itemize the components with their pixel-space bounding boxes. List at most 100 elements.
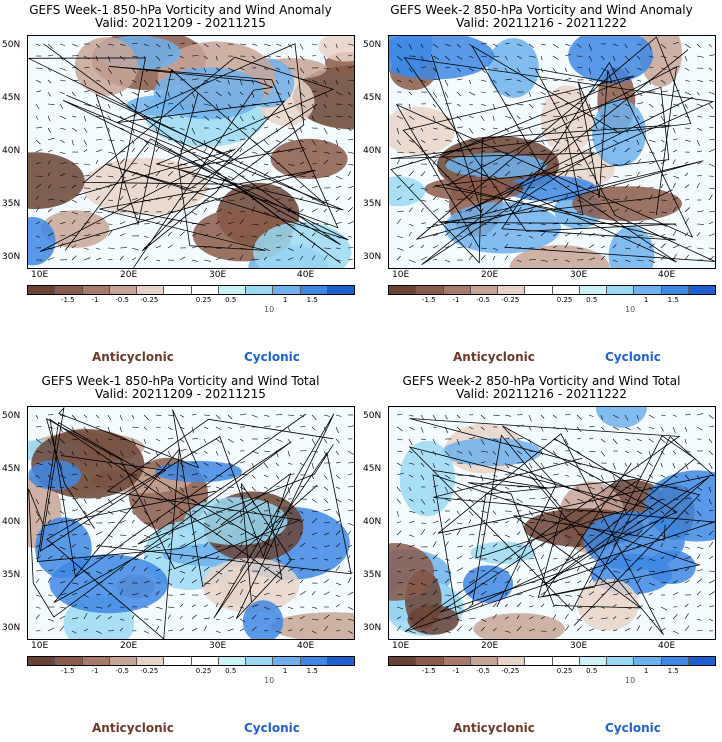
colorbar-segment [443,657,471,665]
wind-arrow [528,79,534,83]
wind-arrow [492,543,498,548]
wind-arrow [552,473,559,476]
colorbar-segment [218,286,246,294]
wind-arrow [203,43,209,48]
wind-arrow [516,43,523,47]
wind-arrow [167,103,174,105]
wind-arrow [528,196,535,201]
anticyclonic-label: Anticyclonic [453,721,535,735]
wind-arrow [516,259,522,263]
wind-arrow [504,521,509,524]
wind-arrow [239,558,246,562]
wind-arrow [167,91,170,98]
wind-arrow [684,546,690,549]
wind-arrow [540,139,545,145]
wind-arrow [83,532,88,536]
wind-arrow [239,497,246,500]
wind-arrow [215,79,222,83]
wind-arrow [119,221,126,225]
wind-arrow [335,582,342,586]
lon-label: 20E [120,270,138,280]
wind-arrow [95,235,101,237]
wind-arrow [420,256,428,261]
wind-arrow [71,544,76,548]
wind-arrow [71,509,78,512]
wind-arrow [576,66,583,69]
wind-arrow [155,259,160,262]
wind-arrow [191,151,197,154]
wind-arrow [263,566,270,572]
wind-arrow [564,603,571,608]
colorbar-segment [164,286,192,294]
wind-arrow [504,616,509,620]
wind-arrow [71,498,78,500]
wind-arrow [191,438,198,440]
wind-arrow [396,413,403,416]
wind-arrow [35,127,43,129]
wind-arrow [432,43,439,48]
wind-arrow [83,522,91,526]
wind-arrow [588,115,595,117]
wind-arrow [684,67,690,71]
wind-arrow [468,579,476,584]
wind-arrow [263,187,269,190]
colorbar-tick-label: 1.5 [306,296,318,304]
wind-arrow [624,259,631,262]
wind-arrow [576,606,583,609]
wind-arrow [191,233,197,237]
wind-arrow [251,510,257,514]
colorbar-segment [82,657,110,665]
wind-arrow [396,219,401,225]
wind-arrow [83,498,87,504]
wind-arrow [660,414,666,416]
wind-arrow [239,115,244,122]
wind-arrow [347,139,354,141]
wind-arrow [179,115,184,119]
wind-arrow [203,67,207,73]
wind-arrow [528,55,536,58]
wind-arrow [708,187,715,190]
wind-arrow [408,568,416,572]
wind-arrow [47,555,53,560]
wind-arrow [215,209,223,213]
wind-arrow [335,426,339,434]
wind-arrow [528,474,534,480]
wind-arrow [600,163,607,166]
lat-label: 35N [363,199,382,209]
wind-arrow [287,462,293,465]
wind-arrow [227,175,235,180]
wind-arrow [215,233,222,237]
wind-arrow [215,103,219,110]
colorbar-segment [688,286,715,294]
wind-arrow [95,149,102,153]
wind-arrow [227,615,235,620]
wind-arrow [492,497,498,500]
wind-arrow [251,462,255,469]
wind-arrow [299,103,306,108]
wind-arrow [107,438,113,440]
wind-arrow [347,591,354,596]
wind-arrow [131,91,139,96]
wind-arrow [672,438,678,444]
wind-arrow [684,103,688,109]
wind-arrow [648,510,652,515]
wind-arrow [696,413,704,416]
wind-arrow [588,450,596,453]
wind-arrow [648,103,654,108]
lon-label: 40E [297,641,315,651]
wind-arrow [540,462,545,470]
wind-arrow [239,486,246,491]
vector-reference-label: 10 [264,676,275,685]
wind-arrow [263,171,269,177]
wind-arrow [215,462,222,467]
wind-arrow [191,78,199,81]
wind-arrow [263,79,268,86]
wind-arrow [396,159,400,165]
wind-arrow [432,78,440,81]
wind-arrow [552,89,560,93]
wind-arrow [528,91,531,97]
wind-arrow [528,103,534,109]
wind-arrow [335,185,342,189]
wind-arrow [299,223,306,225]
wind-arrow [564,625,570,632]
